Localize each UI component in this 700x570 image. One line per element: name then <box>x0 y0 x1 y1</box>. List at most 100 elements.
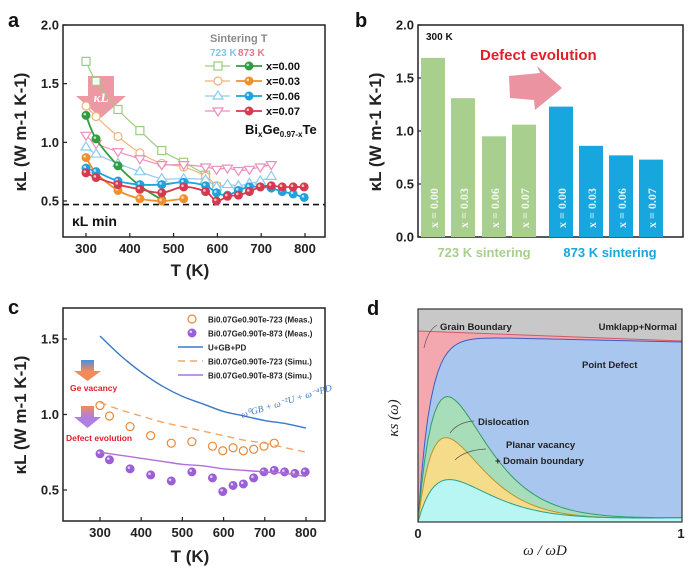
umklapp-label: Umklapp+Normal <box>599 322 677 333</box>
planar-vacancy-label: Planar vacancy <box>506 440 576 451</box>
data-point-a <box>81 110 91 120</box>
defect-evolution-arrow-stem <box>81 406 94 417</box>
data-point-c <box>125 464 135 474</box>
data-point-c-highlight <box>209 475 213 479</box>
bar-label-7: x = 0.07 <box>645 188 659 228</box>
bar-label-6: x = 0.06 <box>615 188 629 228</box>
defect-arrow <box>509 66 562 110</box>
data-point-a <box>221 178 234 189</box>
data-point-c <box>146 470 156 480</box>
data-point-c-highlight <box>251 475 254 479</box>
data-point-a <box>243 165 256 176</box>
data-point-c <box>104 411 115 421</box>
legend-title-a: Sintering T <box>210 33 268 45</box>
data-point-a <box>155 161 168 171</box>
kmin-label: κL min <box>72 213 117 229</box>
legend-marker-c <box>187 328 197 338</box>
data-point-c-highlight <box>230 482 234 486</box>
data-point-a <box>201 187 211 197</box>
legend-label-a: x=0.06 <box>266 91 300 103</box>
y-a-tick-label: 0.5 <box>41 194 59 209</box>
data-point-a <box>157 188 167 198</box>
data-point-a <box>135 194 145 204</box>
data-point-c <box>207 441 218 451</box>
defect-evolution-label-c: Defect evolution <box>66 433 132 443</box>
x-a-tick-label: 300 <box>75 241 97 256</box>
plot-frame-a <box>62 24 326 238</box>
data-point-a <box>133 165 146 176</box>
data-point-a <box>179 182 189 192</box>
data-point-a <box>91 76 101 86</box>
data-point-c <box>259 441 269 451</box>
data-point-a <box>91 111 101 122</box>
base-area <box>418 479 682 522</box>
series-line-a-1 <box>85 105 217 187</box>
y-ticks-c: 0.5 1.0 1.5 <box>41 332 67 498</box>
data-point-c-highlight <box>148 472 151 476</box>
data-point-a-highlight <box>137 196 140 199</box>
data-point-a <box>266 181 276 191</box>
ge-vacancy-arrow-stem <box>81 360 94 371</box>
legend-marker-filled <box>244 61 254 71</box>
x-c-tick-label: 800 <box>295 525 317 540</box>
x-tick-d-1: 1 <box>677 526 684 541</box>
data-point-a <box>254 163 267 174</box>
y-b-tick-label: 1.5 <box>396 71 414 86</box>
data-point-c <box>238 479 248 489</box>
data-point-a-highlight <box>214 190 217 193</box>
bar-label-2: x = 0.06 <box>488 188 502 228</box>
data-point-a-highlight <box>257 184 261 188</box>
data-point-a-highlight <box>268 183 272 186</box>
data-point-a-highlight <box>93 136 97 139</box>
data-point-a-highlight <box>83 170 87 173</box>
defect-evolution-label: Defect evolution <box>480 47 597 64</box>
x-tick-d-0: 0 <box>414 526 421 541</box>
bar-1 <box>451 98 475 237</box>
data-point-a <box>135 125 145 136</box>
data-point-c <box>166 438 176 448</box>
data-point-c <box>95 449 105 459</box>
data-point-a-highlight <box>181 196 184 199</box>
data-point-a-highlight <box>159 190 162 193</box>
formula-label: BixGe0.97-xTe <box>245 122 317 139</box>
data-point-a <box>199 163 212 174</box>
data-point-c <box>187 437 197 447</box>
data-point-c <box>218 487 228 497</box>
data-point-c <box>249 473 259 483</box>
data-point-a <box>135 184 145 194</box>
data-point-a <box>255 182 265 192</box>
data-point-a <box>89 147 103 158</box>
data-point-a <box>288 182 298 192</box>
grain-boundary-label: Grain Boundary <box>440 322 513 333</box>
panel-c: c 300 400 500 600 700 800 0.5 1.0 1.5 T (K) κL … <box>8 297 333 566</box>
data-point-a-highlight <box>246 184 250 188</box>
bar-label-0: x = 0.00 <box>427 188 441 228</box>
legend-873: 873 K <box>238 48 265 59</box>
data-point-a-highlight <box>214 198 217 202</box>
legend-marker-open <box>211 107 225 118</box>
x-axis-title-c: T (K) <box>171 547 210 566</box>
dislocation-area-edge <box>417 396 683 523</box>
x-ticks-a: 300 400 500 600 700 800 <box>75 233 316 256</box>
x-a-tick-label: 600 <box>207 241 229 256</box>
bars-b: x = 0.00 x = 0.03 x = 0.06 x = 0.07 x = 0.00… <box>421 57 663 238</box>
panel-a: a 300 400 500 600 700 800 0.51.01.52.0 T (K) … <box>8 10 326 280</box>
panel-letter-d: d <box>367 298 379 320</box>
legend-marker-filled <box>244 76 254 86</box>
data-point-c <box>146 431 156 441</box>
data-point-a-highlight <box>246 189 250 192</box>
bar-6 <box>609 155 633 237</box>
legend-label-c: U+GB+PD <box>208 344 246 353</box>
data-point-c-highlight <box>292 470 295 474</box>
data-point-c-highlight <box>127 466 131 469</box>
y-axis-title-b: κL (W m-1 K-1) <box>366 73 385 192</box>
grain-boundary-area-edge <box>417 330 683 342</box>
legend-marker-filled <box>244 91 254 101</box>
ge-vacancy-label: Ge vacancy <box>70 383 118 393</box>
data-point-c <box>228 443 238 453</box>
data-point-c <box>104 455 114 465</box>
data-point-a <box>113 161 123 171</box>
data-point-a <box>111 148 125 158</box>
panel-letter-b: b <box>355 10 367 32</box>
data-point-a <box>81 168 91 178</box>
